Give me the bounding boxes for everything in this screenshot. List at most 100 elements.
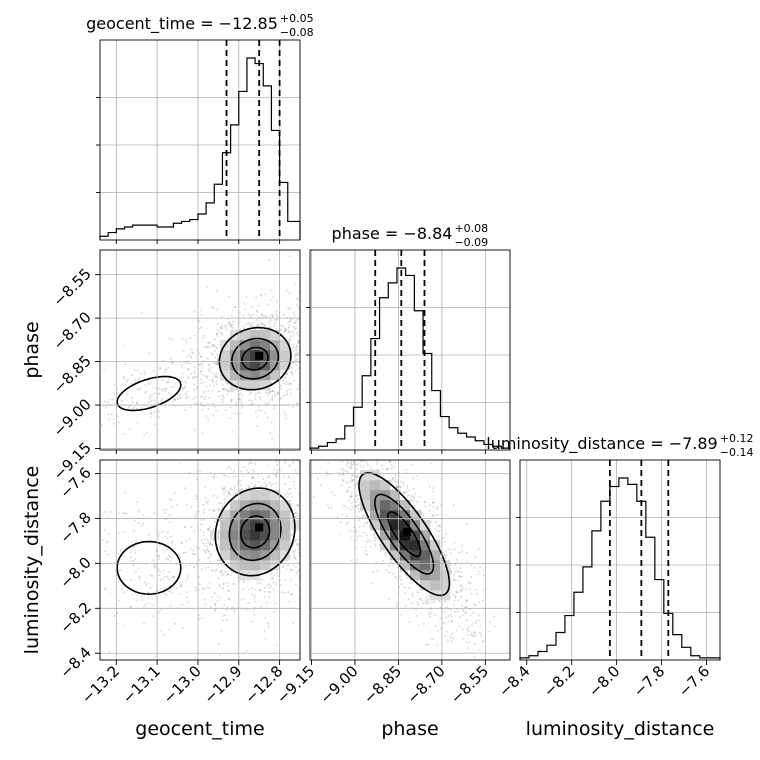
sample-point bbox=[293, 326, 296, 328]
sample-point bbox=[226, 572, 229, 575]
sample-point bbox=[271, 314, 274, 317]
sample-point bbox=[177, 397, 180, 400]
density-cell bbox=[250, 360, 261, 371]
sample-point bbox=[275, 319, 278, 322]
sample-point bbox=[273, 324, 275, 327]
sample-point bbox=[192, 398, 195, 400]
sample-point bbox=[281, 372, 284, 375]
sample-point bbox=[382, 559, 385, 562]
sample-point bbox=[297, 342, 300, 345]
sample-point bbox=[267, 476, 270, 479]
sample-point bbox=[219, 597, 222, 600]
sample-point bbox=[358, 510, 361, 513]
sample-point bbox=[271, 315, 274, 318]
sample-point bbox=[200, 378, 202, 381]
sample-point bbox=[421, 599, 424, 602]
sample-point bbox=[438, 529, 441, 532]
y-tick-label: −7.8 bbox=[56, 509, 94, 547]
histogram-luminosity_distance bbox=[519, 477, 721, 660]
sample-point bbox=[150, 574, 153, 577]
sample-point bbox=[212, 494, 215, 497]
sample-point bbox=[148, 602, 151, 605]
sample-point bbox=[453, 503, 455, 506]
density-cell bbox=[270, 360, 281, 371]
sample-point bbox=[203, 398, 206, 400]
sample-point bbox=[293, 328, 296, 330]
sample-point bbox=[215, 518, 218, 521]
sample-point bbox=[251, 321, 254, 324]
sample-point bbox=[351, 479, 354, 482]
sample-point bbox=[202, 392, 205, 395]
sample-point bbox=[112, 418, 115, 421]
sample-point bbox=[195, 387, 198, 390]
sample-point bbox=[189, 355, 192, 358]
sample-point bbox=[164, 512, 166, 515]
sample-point bbox=[212, 414, 215, 417]
sample-point bbox=[203, 334, 206, 337]
sample-point bbox=[289, 388, 291, 391]
sample-point bbox=[445, 616, 448, 619]
sample-point bbox=[284, 328, 287, 330]
sample-point bbox=[208, 542, 211, 545]
panel-phase-hist bbox=[309, 249, 511, 451]
sample-point bbox=[272, 575, 275, 577]
density-cell bbox=[270, 560, 281, 571]
sample-point bbox=[208, 586, 211, 589]
sample-point bbox=[349, 529, 352, 532]
sample-point bbox=[145, 584, 148, 587]
sample-point bbox=[203, 405, 205, 407]
sample-point bbox=[297, 544, 300, 547]
sample-point bbox=[242, 475, 245, 478]
sample-point bbox=[263, 324, 266, 327]
sample-point bbox=[212, 380, 214, 383]
sample-point bbox=[154, 392, 157, 395]
sample-point bbox=[167, 531, 169, 534]
sample-point bbox=[193, 310, 196, 313]
sample-point bbox=[293, 480, 295, 483]
sample-point bbox=[468, 641, 471, 644]
sample-point bbox=[248, 486, 251, 489]
sample-point bbox=[170, 556, 173, 559]
sample-point bbox=[372, 534, 375, 537]
sample-point bbox=[246, 649, 249, 652]
sample-point bbox=[203, 508, 206, 511]
sample-point bbox=[276, 392, 279, 395]
density-cell bbox=[280, 340, 291, 351]
sample-point bbox=[431, 601, 434, 604]
x-tick-label: −7.8 bbox=[630, 662, 668, 700]
sample-point bbox=[295, 327, 297, 330]
sample-point bbox=[145, 390, 148, 393]
sample-point bbox=[257, 391, 260, 394]
sample-point bbox=[270, 314, 273, 317]
sample-point bbox=[475, 619, 478, 622]
sample-point bbox=[434, 614, 437, 616]
density-cell bbox=[260, 530, 271, 541]
sample-point bbox=[206, 528, 209, 531]
sample-point bbox=[207, 566, 210, 569]
sample-point bbox=[268, 475, 271, 478]
sample-point bbox=[191, 552, 194, 555]
sample-point bbox=[216, 559, 219, 562]
density-cell bbox=[240, 530, 251, 541]
sample-point bbox=[418, 496, 421, 499]
sample-point bbox=[202, 510, 205, 513]
sample-point bbox=[253, 589, 256, 592]
sample-point bbox=[130, 605, 132, 608]
sample-point bbox=[357, 497, 359, 500]
sample-point bbox=[214, 602, 217, 605]
sample-point bbox=[348, 499, 351, 502]
sample-point bbox=[407, 489, 410, 492]
sample-point bbox=[199, 518, 202, 521]
density-cell bbox=[360, 480, 371, 491]
sample-point bbox=[450, 572, 453, 575]
sample-point bbox=[210, 543, 213, 546]
sample-point bbox=[104, 528, 107, 531]
sample-point bbox=[405, 574, 408, 577]
sample-point bbox=[284, 376, 287, 379]
sample-point bbox=[213, 375, 216, 378]
sample-point bbox=[138, 576, 140, 579]
sample-point bbox=[462, 637, 465, 640]
x-tick-label: −8.70 bbox=[403, 662, 448, 707]
sample-point bbox=[346, 490, 349, 493]
sample-point bbox=[294, 558, 297, 561]
